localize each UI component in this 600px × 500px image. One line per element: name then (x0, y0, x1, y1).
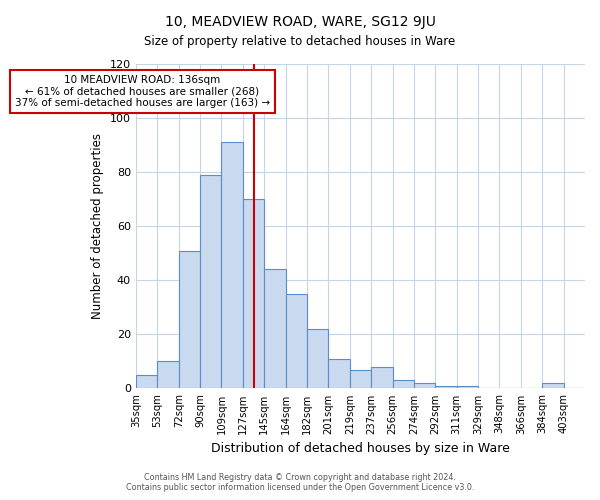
Bar (457, 386, 478, 388)
Bar (200, 175, 221, 388)
Bar (414, 383, 436, 388)
Bar (542, 383, 563, 388)
Bar (350, 370, 371, 388)
Text: Contains HM Land Registry data © Crown copyright and database right 2024.
Contai: Contains HM Land Registry data © Crown c… (126, 473, 474, 492)
Bar (157, 362, 179, 388)
Bar (264, 270, 286, 388)
Bar (371, 367, 392, 388)
Bar (243, 199, 264, 388)
Text: 10 MEADVIEW ROAD: 136sqm
← 61% of detached houses are smaller (268)
37% of semi-: 10 MEADVIEW ROAD: 136sqm ← 61% of detach… (15, 75, 270, 108)
Bar (286, 294, 307, 388)
Y-axis label: Number of detached properties: Number of detached properties (91, 133, 104, 319)
X-axis label: Distribution of detached houses by size in Ware: Distribution of detached houses by size … (211, 442, 510, 455)
Bar (307, 329, 328, 388)
Bar (179, 250, 200, 388)
Bar (136, 375, 157, 388)
Text: 10, MEADVIEW ROAD, WARE, SG12 9JU: 10, MEADVIEW ROAD, WARE, SG12 9JU (164, 15, 436, 29)
Bar (392, 380, 414, 388)
Bar (328, 358, 350, 388)
Bar (221, 142, 243, 388)
Bar (436, 386, 457, 388)
Text: Size of property relative to detached houses in Ware: Size of property relative to detached ho… (145, 35, 455, 48)
